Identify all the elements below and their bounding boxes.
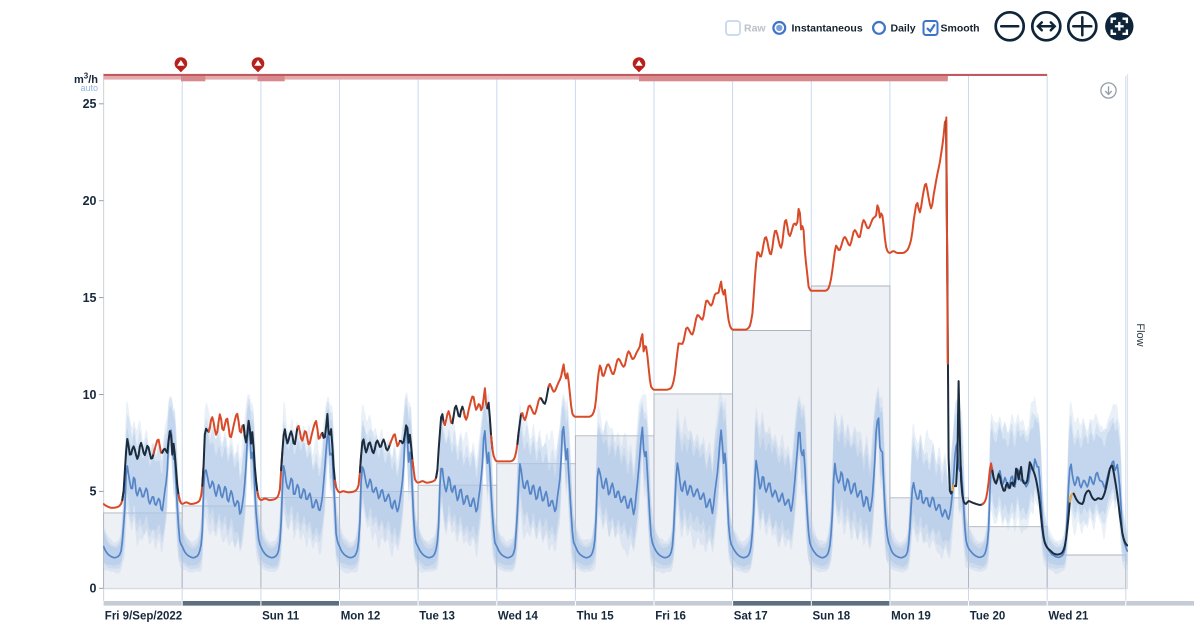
svg-text:25: 25 (83, 97, 97, 111)
svg-text:Smooth: Smooth (941, 23, 980, 35)
svg-text:Raw: Raw (744, 23, 766, 35)
svg-text:0: 0 (90, 582, 97, 596)
svg-text:Sun 18: Sun 18 (813, 611, 851, 623)
svg-text:m3/h: m3/h (74, 71, 98, 86)
svg-text:Wed 14: Wed 14 (498, 611, 539, 623)
svg-text:Wed 21: Wed 21 (1048, 611, 1089, 623)
svg-text:Instantaneous: Instantaneous (792, 23, 863, 35)
svg-text:Sat 17: Sat 17 (734, 611, 768, 623)
svg-text:Mon 19: Mon 19 (891, 611, 931, 623)
svg-text:auto: auto (80, 83, 98, 93)
svg-text:5: 5 (90, 485, 97, 499)
svg-text:Daily: Daily (891, 23, 916, 35)
svg-text:Mon 12: Mon 12 (341, 611, 381, 623)
svg-text:Sun 11: Sun 11 (262, 611, 300, 623)
svg-text:Thu 15: Thu 15 (577, 611, 615, 623)
svg-text:Fri 16: Fri 16 (655, 611, 686, 623)
svg-text:Flow: Flow (1134, 323, 1146, 346)
svg-text:Fri 9/Sep/2022: Fri 9/Sep/2022 (105, 611, 182, 623)
svg-text:10: 10 (83, 388, 97, 402)
svg-text:15: 15 (83, 291, 97, 305)
svg-text:20: 20 (83, 194, 97, 208)
svg-text:Tue 20: Tue 20 (970, 611, 1006, 623)
svg-text:Tue 13: Tue 13 (419, 611, 455, 623)
